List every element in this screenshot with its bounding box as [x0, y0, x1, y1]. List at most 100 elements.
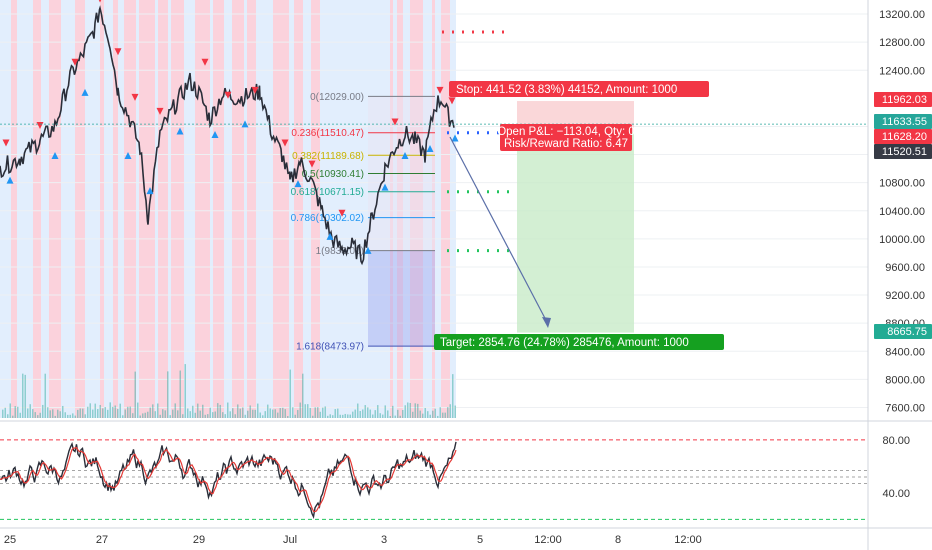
volume-bar: [329, 414, 331, 418]
volume-bar: [132, 413, 134, 418]
buy-arrow-icon: [326, 232, 334, 240]
price-axis[interactable]: 13200.0012800.0012400.0011600.0011200.00…: [867, 0, 925, 550]
price-tick-label: 13200.00: [879, 9, 925, 21]
price-tag: 11633.55: [874, 114, 932, 129]
volume-bar: [357, 403, 359, 418]
fibonacci-retracement[interactable]: 0(12029.00) 0.236(11510.47) 0.382(11189.68…: [291, 92, 435, 353]
fib-level-label: 0.382(11189.68): [292, 151, 364, 162]
volume-bar: [244, 414, 246, 418]
signal-arrows: [2, 0, 459, 254]
volume-bar: [327, 415, 329, 418]
volume-bar: [222, 412, 224, 418]
stop-box[interactable]: Stop: 441.52 (3.83%) 44152, Amount: 1000: [449, 81, 709, 97]
bg-band: [247, 0, 256, 418]
volume-bar: [177, 410, 179, 418]
volume-bar: [84, 414, 86, 418]
buy-arrow-icon: [294, 180, 302, 188]
projection-line[interactable]: [449, 136, 551, 328]
volume-bar: [377, 405, 379, 418]
volume-bar: [39, 412, 41, 418]
volume-bar: [397, 409, 399, 418]
volume-bar: [252, 409, 254, 418]
volume-bar: [442, 412, 444, 418]
volume-bar: [257, 403, 259, 418]
volume-bar: [304, 404, 306, 418]
volume-bar: [384, 405, 386, 418]
volume-bar: [107, 409, 109, 418]
volume-bar: [407, 402, 409, 418]
volume-bar: [92, 409, 94, 418]
volume-bar: [89, 403, 91, 418]
volume-bar: [112, 406, 114, 418]
sell-arrow-icon: [436, 86, 444, 94]
rr-label: Risk/Reward Ratio: 6.47: [504, 138, 628, 150]
price-tick-label: 10000.00: [879, 234, 925, 246]
bg-band: [441, 0, 450, 418]
price-tag-label: 11633.55: [882, 116, 927, 128]
volume-bar: [409, 402, 411, 418]
volume-bar: [404, 405, 406, 418]
sell-arrow-icon: [98, 0, 102, 3]
volume-bar: [179, 370, 181, 418]
fib-level-label: 0(12029.00): [310, 92, 364, 103]
volume-bar: [309, 408, 311, 418]
volume-bar: [434, 408, 436, 418]
volume-bar: [379, 413, 381, 418]
rsi-tick-label: 80.00: [882, 435, 910, 447]
volume-bar: [47, 407, 49, 418]
bg-band: [232, 0, 244, 418]
volume-bar: [334, 409, 336, 418]
volume-bar: [322, 407, 324, 418]
volume-bar: [399, 415, 401, 418]
volume-bar: [219, 404, 221, 418]
volume-bars: [2, 364, 456, 418]
pnl-box[interactable]: Open P&L: −113.04, Qty: 0 Risk/Reward Ra…: [497, 124, 635, 151]
volume-bar: [19, 412, 21, 418]
sell-arrow-icon: [338, 209, 346, 217]
bg-band: [195, 0, 210, 418]
volume-bar: [49, 410, 51, 418]
volume-bar: [354, 409, 356, 418]
time-tick-label: Jul: [283, 534, 297, 546]
volume-bar: [342, 414, 344, 418]
volume-bar: [142, 413, 144, 418]
rsi-pane: [0, 439, 868, 520]
volume-bar: [172, 409, 174, 418]
target-label: Target: 2854.76 (24.78%) 285476, Amount:…: [440, 337, 689, 349]
target-zone[interactable]: [517, 132, 634, 333]
volume-bar: [67, 414, 69, 418]
sell-arrow-icon: [71, 58, 79, 66]
volume-bar: [189, 411, 191, 418]
volume-bar: [74, 415, 76, 418]
volume-bar: [24, 374, 26, 418]
volume-bar: [227, 402, 229, 418]
price-tags: 11962.03 11633.55 11628.20 11520.51 8665.75: [874, 92, 932, 339]
volume-bar: [32, 409, 34, 418]
volume-bar: [287, 415, 289, 418]
time-tick-label: 12:00: [674, 534, 702, 546]
bg-band: [75, 0, 85, 418]
volume-bar: [147, 411, 149, 418]
bg-band: [11, 0, 17, 418]
volume-bar: [229, 411, 231, 418]
volume-bar: [294, 414, 296, 418]
buy-arrow-icon: [124, 152, 132, 160]
price-tag-bg: [874, 324, 932, 339]
bg-band: [33, 0, 41, 418]
volume-bar: [232, 408, 234, 418]
time-axis[interactable]: 25 27 29 Jul 3 5 12:00 8 12:00: [0, 527, 932, 546]
volume-bar: [72, 413, 74, 418]
volume-bar: [359, 410, 361, 418]
volume-bar: [149, 407, 151, 418]
volume-bar: [102, 408, 104, 418]
volume-bar: [439, 407, 441, 418]
volume-bar: [267, 404, 269, 418]
volume-bar: [124, 409, 126, 418]
volume-bar: [437, 415, 439, 418]
volume-bar: [392, 405, 394, 418]
volume-bar: [277, 412, 279, 418]
target-box[interactable]: Target: 2854.76 (24.78%) 285476, Amount:…: [434, 334, 724, 350]
volume-bar: [119, 403, 121, 418]
volume-bar: [367, 407, 369, 418]
